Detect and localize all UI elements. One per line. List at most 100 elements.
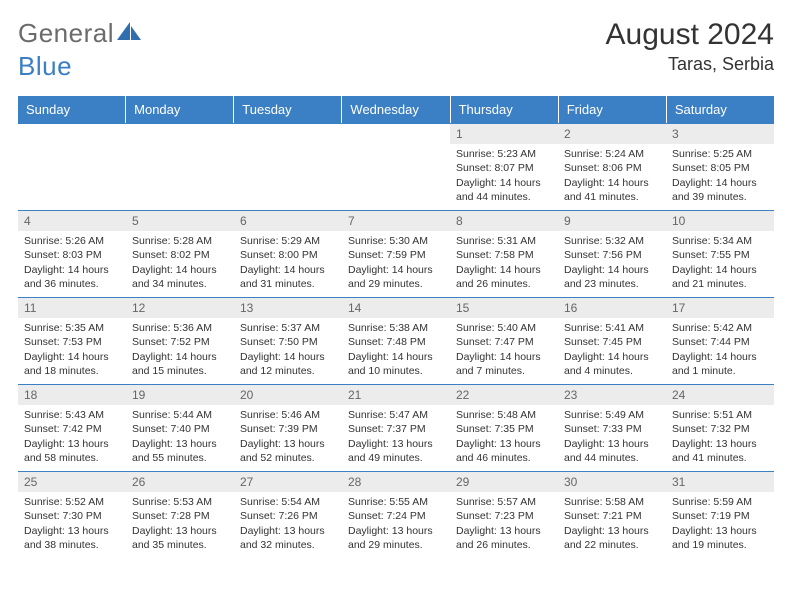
sunset-text: Sunset: 7:32 PM (672, 422, 768, 436)
month-title: August 2024 (606, 18, 774, 52)
sunset-text: Sunset: 7:28 PM (132, 509, 228, 523)
daylight-text: Daylight: 14 hours (132, 350, 228, 364)
calendar-cell: 22Sunrise: 5:48 AMSunset: 7:35 PMDayligh… (450, 385, 558, 471)
day-details: Sunrise: 5:38 AMSunset: 7:48 PMDaylight:… (342, 318, 450, 382)
day-details: Sunrise: 5:40 AMSunset: 7:47 PMDaylight:… (450, 318, 558, 382)
sunset-text: Sunset: 7:21 PM (564, 509, 660, 523)
sunset-text: Sunset: 7:23 PM (456, 509, 552, 523)
sunrise-text: Sunrise: 5:42 AM (672, 321, 768, 335)
daylight-text: and 55 minutes. (132, 451, 228, 465)
daylight-text: Daylight: 14 hours (240, 350, 336, 364)
brand-logo: General (18, 18, 142, 49)
calendar-cell: 13Sunrise: 5:37 AMSunset: 7:50 PMDayligh… (234, 298, 342, 384)
sunrise-text: Sunrise: 5:52 AM (24, 495, 120, 509)
daylight-text: and 4 minutes. (564, 364, 660, 378)
calendar-cell: 7Sunrise: 5:30 AMSunset: 7:59 PMDaylight… (342, 211, 450, 297)
daylight-text: Daylight: 14 hours (456, 350, 552, 364)
sunset-text: Sunset: 7:42 PM (24, 422, 120, 436)
sunset-text: Sunset: 7:26 PM (240, 509, 336, 523)
calendar-cell: 2Sunrise: 5:24 AMSunset: 8:06 PMDaylight… (558, 124, 666, 210)
calendar-cell: 21Sunrise: 5:47 AMSunset: 7:37 PMDayligh… (342, 385, 450, 471)
day-details: Sunrise: 5:59 AMSunset: 7:19 PMDaylight:… (666, 492, 774, 556)
calendar-week: 25Sunrise: 5:52 AMSunset: 7:30 PMDayligh… (18, 471, 774, 558)
sunrise-text: Sunrise: 5:32 AM (564, 234, 660, 248)
calendar-week: 4Sunrise: 5:26 AMSunset: 8:03 PMDaylight… (18, 210, 774, 297)
day-number: 27 (234, 472, 342, 492)
daylight-text: and 34 minutes. (132, 277, 228, 291)
calendar-cell (18, 124, 126, 210)
calendar-cell: 8Sunrise: 5:31 AMSunset: 7:58 PMDaylight… (450, 211, 558, 297)
day-number: 26 (126, 472, 234, 492)
calendar-cell: 16Sunrise: 5:41 AMSunset: 7:45 PMDayligh… (558, 298, 666, 384)
daylight-text: Daylight: 13 hours (564, 524, 660, 538)
day-details: Sunrise: 5:44 AMSunset: 7:40 PMDaylight:… (126, 405, 234, 469)
sail-icon (116, 20, 142, 42)
day-details: Sunrise: 5:52 AMSunset: 7:30 PMDaylight:… (18, 492, 126, 556)
sunrise-text: Sunrise: 5:54 AM (240, 495, 336, 509)
calendar-week: 11Sunrise: 5:35 AMSunset: 7:53 PMDayligh… (18, 297, 774, 384)
calendar-cell: 9Sunrise: 5:32 AMSunset: 7:56 PMDaylight… (558, 211, 666, 297)
day-details: Sunrise: 5:57 AMSunset: 7:23 PMDaylight:… (450, 492, 558, 556)
day-number: 30 (558, 472, 666, 492)
daylight-text: and 32 minutes. (240, 538, 336, 552)
daylight-text: Daylight: 13 hours (240, 437, 336, 451)
day-number: 7 (342, 211, 450, 231)
sunset-text: Sunset: 7:35 PM (456, 422, 552, 436)
daylight-text: and 58 minutes. (24, 451, 120, 465)
day-details: Sunrise: 5:37 AMSunset: 7:50 PMDaylight:… (234, 318, 342, 382)
sunrise-text: Sunrise: 5:51 AM (672, 408, 768, 422)
sunset-text: Sunset: 7:45 PM (564, 335, 660, 349)
daylight-text: and 15 minutes. (132, 364, 228, 378)
day-number: 8 (450, 211, 558, 231)
day-number: 4 (18, 211, 126, 231)
sunrise-text: Sunrise: 5:34 AM (672, 234, 768, 248)
daylight-text: Daylight: 13 hours (240, 524, 336, 538)
sunset-text: Sunset: 8:02 PM (132, 248, 228, 262)
day-number: 24 (666, 385, 774, 405)
day-number: 12 (126, 298, 234, 318)
daylight-text: Daylight: 14 hours (132, 263, 228, 277)
day-number: 2 (558, 124, 666, 144)
day-number: 1 (450, 124, 558, 144)
dayname-sat: Saturday (667, 96, 774, 123)
daylight-text: and 29 minutes. (348, 277, 444, 291)
sunset-text: Sunset: 8:00 PM (240, 248, 336, 262)
daylight-text: Daylight: 13 hours (672, 524, 768, 538)
dayname-thu: Thursday (451, 96, 559, 123)
sunset-text: Sunset: 7:48 PM (348, 335, 444, 349)
daylight-text: and 26 minutes. (456, 277, 552, 291)
daylight-text: Daylight: 14 hours (24, 350, 120, 364)
calendar-cell: 6Sunrise: 5:29 AMSunset: 8:00 PMDaylight… (234, 211, 342, 297)
day-details: Sunrise: 5:34 AMSunset: 7:55 PMDaylight:… (666, 231, 774, 295)
dayname-fri: Friday (559, 96, 667, 123)
sunrise-text: Sunrise: 5:59 AM (672, 495, 768, 509)
calendar-cell: 12Sunrise: 5:36 AMSunset: 7:52 PMDayligh… (126, 298, 234, 384)
sunrise-text: Sunrise: 5:44 AM (132, 408, 228, 422)
sunset-text: Sunset: 7:19 PM (672, 509, 768, 523)
daylight-text: Daylight: 13 hours (456, 524, 552, 538)
sunrise-text: Sunrise: 5:31 AM (456, 234, 552, 248)
sunrise-text: Sunrise: 5:30 AM (348, 234, 444, 248)
sunrise-text: Sunrise: 5:49 AM (564, 408, 660, 422)
day-number: 5 (126, 211, 234, 231)
calendar-cell: 26Sunrise: 5:53 AMSunset: 7:28 PMDayligh… (126, 472, 234, 558)
day-details: Sunrise: 5:55 AMSunset: 7:24 PMDaylight:… (342, 492, 450, 556)
dayname-sun: Sunday (18, 96, 126, 123)
daylight-text: Daylight: 14 hours (24, 263, 120, 277)
daylight-text: and 7 minutes. (456, 364, 552, 378)
daylight-text: Daylight: 14 hours (564, 176, 660, 190)
sunrise-text: Sunrise: 5:57 AM (456, 495, 552, 509)
daylight-text: Daylight: 13 hours (564, 437, 660, 451)
calendar-cell: 15Sunrise: 5:40 AMSunset: 7:47 PMDayligh… (450, 298, 558, 384)
calendar-cell: 10Sunrise: 5:34 AMSunset: 7:55 PMDayligh… (666, 211, 774, 297)
daylight-text: and 26 minutes. (456, 538, 552, 552)
sunrise-text: Sunrise: 5:48 AM (456, 408, 552, 422)
day-number: 25 (18, 472, 126, 492)
daylight-text: Daylight: 13 hours (456, 437, 552, 451)
calendar-cell: 25Sunrise: 5:52 AMSunset: 7:30 PMDayligh… (18, 472, 126, 558)
sunset-text: Sunset: 7:39 PM (240, 422, 336, 436)
day-number: 29 (450, 472, 558, 492)
daylight-text: and 22 minutes. (564, 538, 660, 552)
calendar-cell: 11Sunrise: 5:35 AMSunset: 7:53 PMDayligh… (18, 298, 126, 384)
sunrise-text: Sunrise: 5:36 AM (132, 321, 228, 335)
